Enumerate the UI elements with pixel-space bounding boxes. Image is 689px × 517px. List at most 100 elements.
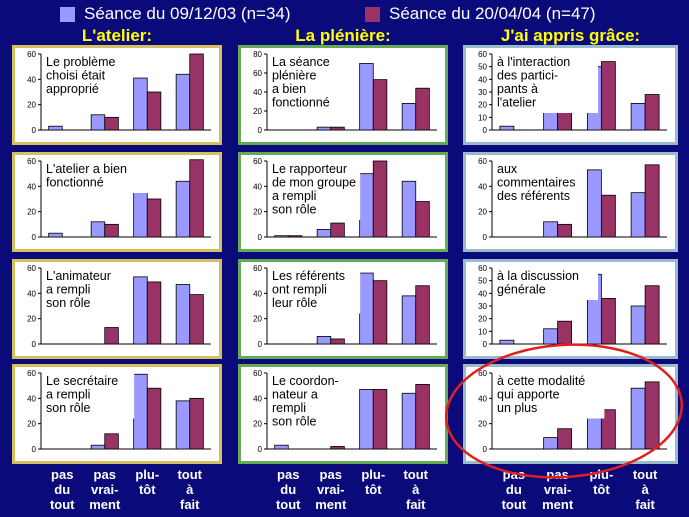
y-tick-label: 0 [258,233,263,242]
y-tick-label: 0 [483,445,488,454]
x-category-label: pas vrai-ment [85,467,125,512]
chart-panel-coordonnateur-role: 0 20 40 60 Le coordon-nateur a rempli son rôle [238,364,448,464]
x-category-word: plu- [361,467,386,482]
caption-box [43,55,128,100]
chart-panel-commentaires-referents: 0 20 40 60 aux commentaires des référents [463,152,678,252]
bar-series2 [189,294,204,345]
x-category-label: tout à fait [170,467,210,512]
x-category-word: du [54,482,71,497]
bar-series1 [316,336,332,345]
chart-caption-line: Le secrétaire [46,374,118,388]
x-category-word: du [280,482,297,497]
x-category-label: tout à fait [396,467,436,512]
bar-series2 [372,389,388,450]
y-tick-label: 0 [258,445,263,454]
bar-series1 [401,392,417,450]
bar-series2 [557,320,573,345]
bar-series1 [175,400,191,450]
x-category-word: vrai- [543,482,572,497]
bar-series1 [630,387,646,450]
chart-caption-line: l'atelier [497,96,536,110]
x-category-word: pas [319,467,342,482]
y-tick-label: 50 [478,277,487,286]
bar-series1 [499,125,515,131]
chart-panel-referents-role: 0 20 40 60 Les référents ont rempli leur rôle [238,259,448,359]
bar-series2 [644,164,660,238]
x-category-label: tout à fait [625,467,665,512]
y-tick-label: 60 [478,157,487,166]
chart-caption-line: rempli [272,401,306,415]
chart-caption-line: à cette modalité [497,374,585,388]
bar-series1 [274,444,289,450]
chart-caption-line: choisi était [46,69,106,83]
bar-series1 [133,77,148,131]
bar-series1 [90,221,106,238]
chart-panel-animateur-role: 0 20 40 60 L'animateur a rempli son rôle [12,259,222,359]
chart-caption-line: de mon groupe [272,176,356,190]
bar-series1 [401,103,417,131]
bar-series2 [415,87,430,131]
y-tick-label: 20 [27,420,36,429]
chart-caption-line: son rôle [272,203,317,217]
bar-series2 [415,201,430,238]
chart-caption-line: fonctionné [46,176,104,190]
bar-series2 [644,94,660,131]
y-tick-label: 40 [253,88,262,97]
chart-caption-line: pants à [497,82,538,96]
x-category-label: plu-tôt [127,467,167,512]
chart-panel-rapporteur-role: 0 20 40 60 Le rapporteur de mon groupe a rempl… [238,152,448,252]
y-tick-label: 0 [483,340,488,349]
x-category-word: tôt [593,482,610,497]
x-category-word: vrai- [91,482,119,497]
chart-caption-line: son rôle [272,415,317,429]
caption-box [494,269,598,300]
x-category-label: pas du tout [42,467,82,512]
y-tick-label: 20 [253,107,262,116]
chart-caption-line: L'atelier a bien [46,162,127,176]
bar-series1 [133,373,148,450]
caption-box [43,374,135,419]
legend-label-series2: Séance du 20/04/04 (n=47) [389,4,596,23]
bar-series2 [644,381,660,450]
x-category-word [353,497,393,512]
y-tick-label: 60 [27,50,36,59]
y-tick-label: 0 [32,126,37,135]
bar-series1 [359,63,374,131]
x-category-word: pas [277,467,300,482]
x-category-word: à [412,482,420,497]
y-tick-label: 40 [478,394,487,403]
bar-series2 [287,235,303,238]
x-category-word: tout [275,497,301,512]
legend-item-series1: Séance du 09/12/03 (n=34) [60,4,291,24]
chart-caption-line: Les référents [272,269,345,283]
y-tick-label: 20 [27,101,36,110]
x-category-word: tôt [364,482,382,497]
chart-caption-line: des référents [497,189,570,203]
y-tick-label: 60 [253,157,262,166]
bar-series1 [359,389,374,450]
y-tick-label: 60 [253,369,262,378]
legend-swatch-series1 [60,6,75,22]
x-category-word: pas [546,467,569,482]
y-tick-label: 60 [478,369,487,378]
bar-series2 [104,433,119,450]
x-category-word: pas [502,467,526,482]
chart-caption-line: approprié [46,82,99,96]
bar-series2 [557,223,573,238]
column-title-pleniere: La plénière: [295,26,391,45]
y-tick-label: 0 [483,126,488,135]
x-category-label: plu-tôt [353,467,393,512]
y-tick-label: 60 [27,157,36,166]
chart-panel-interaction-participants: 0 10 20 30 40 50 60 à l'interaction des partici-… [463,45,678,145]
x-category-label: pas du tout [494,467,534,512]
chart-caption-line: leur rôle [272,296,317,310]
y-tick-label: 40 [253,289,262,298]
chart-caption-line: à la discussion [497,269,579,283]
